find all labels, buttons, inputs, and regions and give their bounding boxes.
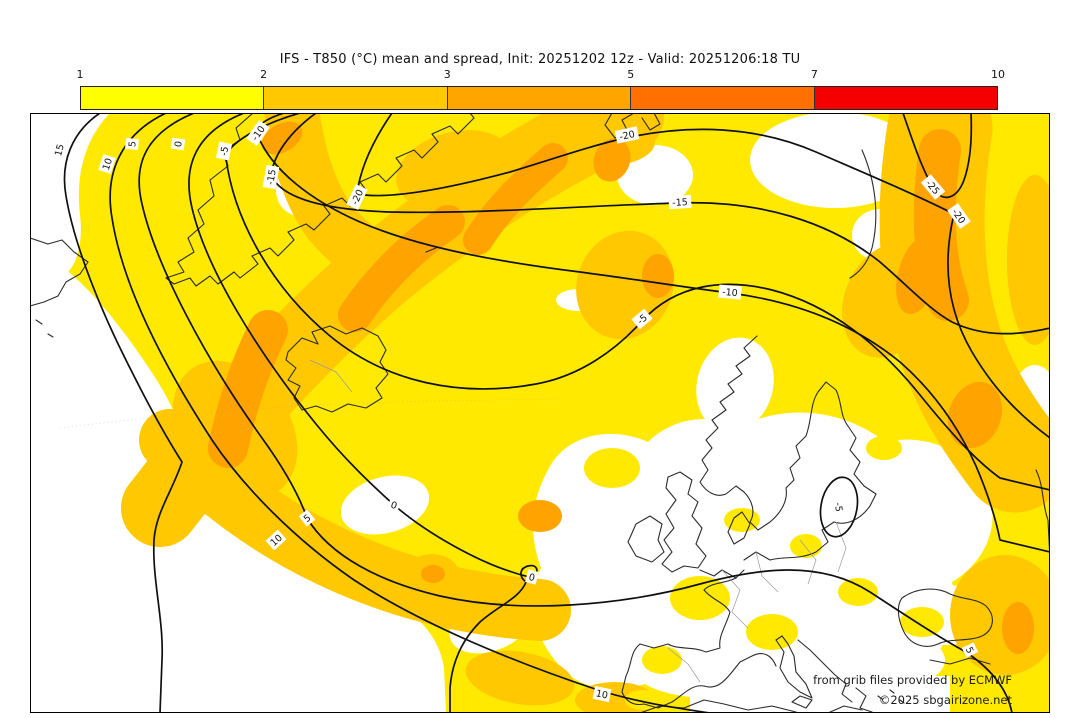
contour-label: 0 (386, 497, 402, 513)
contour-label: -15 (668, 194, 692, 210)
svg-text:10: 10 (595, 688, 609, 701)
svg-text:10: 10 (101, 157, 115, 172)
country-borders (309, 359, 847, 683)
contour-label: -10 (718, 284, 742, 300)
svg-text:5: 5 (963, 645, 976, 655)
contour-label: -15 (262, 164, 280, 190)
contour-label: -20 (614, 126, 640, 144)
svg-text:-5: -5 (832, 502, 844, 512)
colorbar-segment-0 (81, 87, 264, 109)
colorbar-segment-2 (446, 87, 631, 109)
svg-text:0: 0 (389, 500, 398, 512)
colorbar-segment-4 (813, 87, 998, 109)
contour-label: 0 (170, 137, 186, 151)
contour-label: -5 (831, 498, 847, 516)
contour-label: 10 (98, 154, 116, 174)
spread-yellow-patches (584, 436, 944, 710)
page-title: IFS - T850 (°C) mean and spread, Init: 2… (279, 52, 801, 67)
attribution: from grib files provided by ECMWF ©2025 … (813, 673, 1012, 707)
attribution-line2: ©2025 sbgairizone.net (879, 693, 1013, 707)
svg-text:-15: -15 (672, 197, 688, 209)
contour-label: 15 (50, 140, 68, 160)
contour-label: -5 (631, 308, 653, 330)
contour-label: 5 (298, 509, 316, 527)
contour-label: 5 (961, 642, 979, 658)
map-container: 15 10 5 0 -5 -10 -15 -20 -20 -15 -10 -5 -25 -20 0 5 10 0 1… (30, 113, 1050, 713)
colorbar-segment-1 (263, 87, 447, 109)
svg-text:-20: -20 (618, 129, 635, 143)
svg-text:5: 5 (127, 141, 139, 148)
colorbar-tick: 7 (810, 68, 818, 81)
contour-label: -5 (215, 141, 233, 161)
colorbar-tick: 10 (991, 68, 1005, 81)
colorbar-segment-3 (630, 87, 814, 109)
colorbar (80, 86, 998, 110)
svg-text:0: 0 (527, 572, 536, 584)
colorbar-tick: 1 (76, 68, 84, 81)
temperature-contours (63, 114, 1049, 712)
svg-text:-5: -5 (219, 145, 232, 157)
colorbar-tick: 2 (260, 68, 268, 81)
spread-orange-regions (208, 121, 1034, 654)
colorbar-tick: 3 (443, 68, 451, 81)
svg-text:0: 0 (173, 140, 185, 148)
svg-text:15: 15 (53, 143, 67, 158)
contour-label: 10 (592, 685, 612, 703)
svg-text:-10: -10 (722, 287, 738, 299)
colorbar-ticks: 1 2 3 5 7 10 (76, 68, 1006, 84)
svg-text:5: 5 (302, 513, 314, 525)
svg-text:-15: -15 (265, 169, 279, 186)
contour-label: 0 (525, 569, 539, 585)
contour-label: 5 (124, 137, 140, 151)
coastlines (31, 114, 1049, 712)
colorbar-tick: 5 (627, 68, 635, 81)
attribution-line1: from grib files provided by ECMWF (813, 673, 1012, 687)
